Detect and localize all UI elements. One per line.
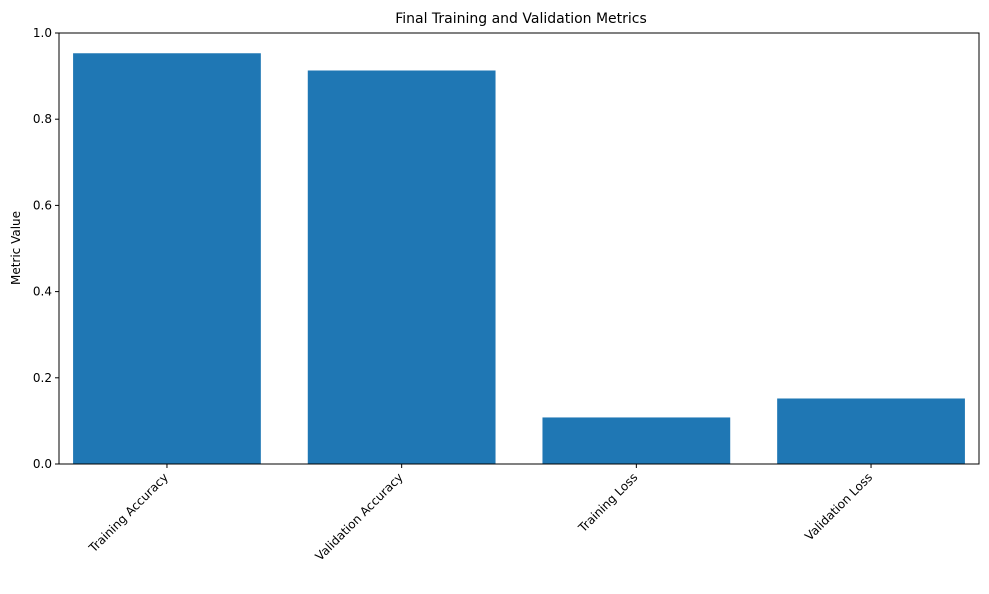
x-tick-label: Validation Loss	[802, 470, 875, 543]
x-tick-label: Training Loss	[575, 470, 640, 535]
chart-title: Final Training and Validation Metrics	[395, 11, 647, 27]
plot-frame	[58, 32, 980, 465]
y-tick-label: 0.8	[33, 112, 52, 126]
bar-validation-loss	[777, 398, 965, 464]
y-tick-label: 0.2	[33, 371, 52, 385]
y-tick-label: 0.6	[33, 198, 52, 212]
y-tick-label: 0.4	[33, 285, 52, 299]
plot-area: 0.0 0.2 0.4 0.6 0.8 1.0 Training Accuracy Valid…	[33, 26, 980, 563]
bar-validation-accuracy	[307, 70, 496, 464]
y-axis-label: Metric Value	[9, 211, 23, 285]
y-tick-label: 0.0	[33, 457, 52, 471]
bar-training-accuracy	[73, 53, 261, 465]
x-tick-label: Validation Accuracy	[313, 470, 406, 563]
bar-training-loss	[542, 417, 731, 464]
x-tick-label: Training Accuracy	[86, 470, 172, 556]
y-tick-label: 1.0	[33, 26, 52, 40]
